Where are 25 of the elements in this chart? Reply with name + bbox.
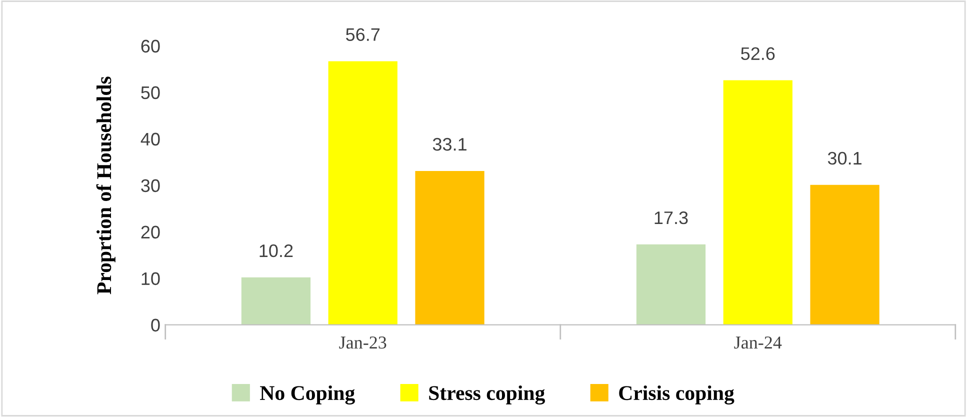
bar: [328, 61, 398, 325]
legend-label: Stress coping: [429, 385, 545, 404]
bar: [723, 80, 792, 325]
y-tick-label: 40: [140, 132, 160, 146]
x-tick-label: Jan-23: [339, 336, 386, 349]
bar: [810, 184, 880, 325]
data-label: 10.2: [260, 244, 293, 258]
y-tick-label: 20: [141, 226, 160, 239]
bar: [636, 244, 706, 325]
data-label: 56.7: [346, 28, 380, 41]
y-axis-title: Proprtion of Households: [96, 76, 116, 294]
y-tick-label: 50: [141, 86, 160, 100]
data-label: 17.3: [654, 211, 688, 224]
data-label: 52.6: [741, 47, 775, 60]
y-tick-label: 30: [141, 179, 160, 192]
legend-label: Crisis coping: [619, 385, 734, 404]
data-label: 33.1: [432, 138, 466, 151]
y-tick-label: 0: [151, 318, 160, 332]
y-tick-label: 60: [141, 40, 160, 53]
legend-label: No Coping: [260, 385, 355, 404]
bar: [415, 170, 484, 325]
bar: [241, 277, 311, 325]
data-label: 30.1: [828, 152, 862, 165]
y-tick-label: 10: [142, 272, 160, 286]
x-tick-label: Jan-24: [734, 336, 782, 349]
